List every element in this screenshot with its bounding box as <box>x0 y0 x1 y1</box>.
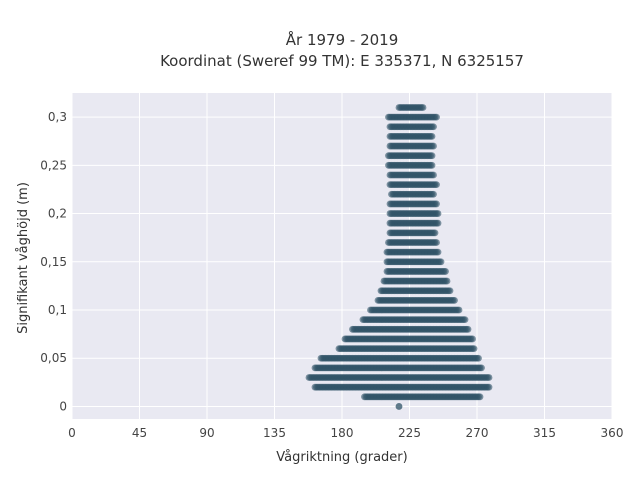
data-point <box>428 161 436 169</box>
y-tick-label: 0,05 <box>40 351 67 365</box>
data-point <box>451 296 458 304</box>
y-axis-title: Signifikant våghöjd (m) <box>16 182 31 334</box>
x-tick-label: 45 <box>132 426 147 440</box>
chart-title-line1: År 1979 - 2019 <box>286 30 399 49</box>
x-tick-label: 225 <box>398 426 421 440</box>
x-axis-ticks: 0 45 90 135 180 225 270 315 360 <box>68 426 623 440</box>
data-point <box>430 142 437 150</box>
data-point <box>437 258 445 266</box>
y-tick-label: 0,1 <box>48 303 67 317</box>
data-point <box>433 113 440 121</box>
y-tick-label: 0,2 <box>48 207 67 221</box>
data-point <box>464 325 472 333</box>
data-point <box>428 133 436 140</box>
data-point <box>433 200 440 208</box>
data-point <box>478 364 485 372</box>
data-point <box>446 287 454 295</box>
data-point <box>461 316 469 324</box>
data-point <box>475 354 482 362</box>
data-point <box>434 210 442 217</box>
data-point <box>395 403 403 410</box>
data-point <box>443 277 451 285</box>
x-tick-label: 135 <box>263 426 286 440</box>
data-point <box>428 152 436 160</box>
data-point <box>434 219 442 227</box>
x-axis-title: Vågriktning (grader) <box>276 450 407 465</box>
scatter-points <box>305 104 493 410</box>
y-tick-label: 0,15 <box>40 255 67 269</box>
data-point <box>433 181 440 189</box>
data-point <box>469 335 476 343</box>
data-point <box>419 104 427 111</box>
data-point <box>430 123 437 131</box>
data-point <box>433 239 440 246</box>
data-point <box>485 383 493 391</box>
data-point <box>430 190 437 198</box>
y-tick-label: 0,25 <box>40 158 67 172</box>
data-point <box>455 306 463 314</box>
x-tick-label: 270 <box>466 426 489 440</box>
x-tick-label: 180 <box>331 426 354 440</box>
y-axis-ticks: 0 0,05 0,1 0,15 0,2 0,25 0,3 <box>40 110 67 413</box>
y-tick-label: 0,3 <box>48 110 67 124</box>
data-point <box>431 229 439 237</box>
data-point <box>430 171 437 179</box>
x-tick-label: 0 <box>68 426 76 440</box>
data-point <box>485 374 493 381</box>
y-tick-label: 0 <box>59 399 67 413</box>
data-point <box>476 393 484 401</box>
x-tick-label: 315 <box>533 426 556 440</box>
x-tick-label: 360 <box>601 426 624 440</box>
data-point <box>442 268 449 275</box>
chart-title-line2: Koordinat (Sweref 99 TM): E 335371, N 63… <box>160 52 524 70</box>
data-point <box>434 248 442 256</box>
data-point <box>470 345 478 352</box>
x-tick-label: 90 <box>199 426 214 440</box>
